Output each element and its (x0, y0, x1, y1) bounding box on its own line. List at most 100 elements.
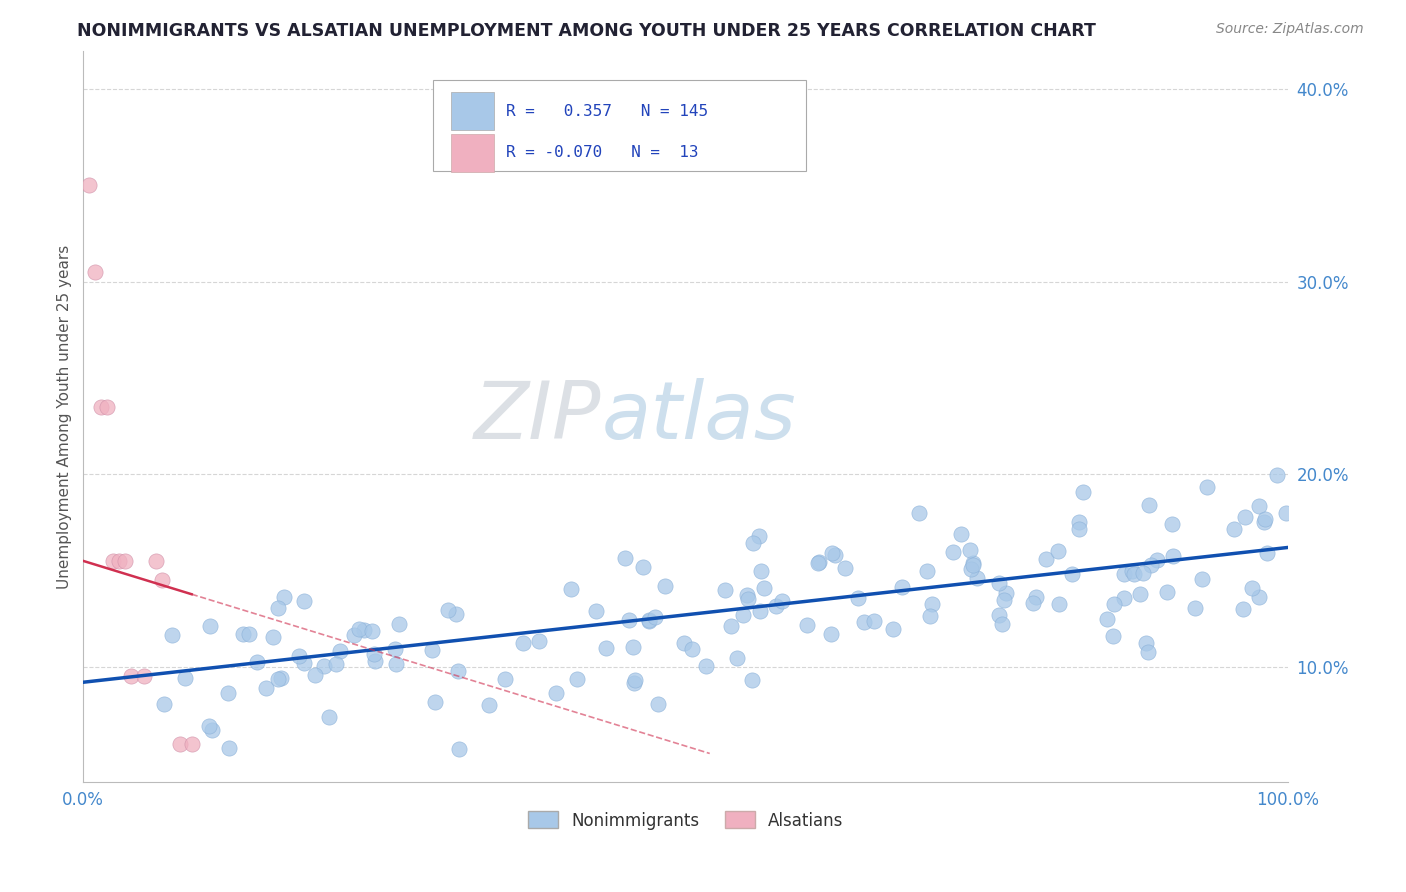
Point (742, 536, 765, 550)
Point (108, 554, 131, 568)
Point (1022, 596, 1045, 610)
Text: R = -0.070   N =  13: R = -0.070 N = 13 (506, 145, 699, 160)
Point (1102, 597, 1125, 611)
Point (752, 581, 775, 595)
Point (103, 554, 125, 568)
Point (807, 556, 830, 570)
Text: atlas: atlas (602, 377, 796, 456)
Point (1135, 636, 1157, 650)
Point (270, 671, 292, 685)
Point (966, 571, 988, 585)
Point (941, 545, 963, 559)
Point (623, 673, 645, 687)
Point (950, 526, 973, 541)
Point (444, 607, 467, 621)
Point (720, 619, 742, 633)
Point (585, 604, 607, 618)
Point (991, 616, 1014, 631)
Point (918, 609, 941, 624)
Point (173, 671, 195, 685)
Point (150, 573, 173, 587)
Point (1184, 600, 1206, 615)
Point (437, 603, 460, 617)
Point (820, 626, 842, 640)
Point (238, 627, 260, 641)
Point (1140, 558, 1163, 572)
Point (325, 657, 347, 672)
Point (292, 594, 315, 608)
Point (84, 265, 107, 279)
Point (735, 588, 758, 602)
Point (862, 614, 884, 628)
Point (921, 597, 943, 611)
Point (613, 551, 636, 566)
Point (890, 580, 912, 594)
Point (384, 657, 406, 672)
Point (217, 686, 239, 700)
Point (79, 178, 101, 193)
Point (824, 548, 846, 562)
Point (595, 641, 617, 656)
Point (114, 554, 136, 568)
Point (1191, 572, 1213, 586)
Text: R =   0.357   N = 145: R = 0.357 N = 145 (506, 103, 709, 119)
Point (353, 624, 375, 638)
Y-axis label: Unemployment Among Youth under 25 years: Unemployment Among Youth under 25 years (58, 244, 72, 589)
Point (770, 593, 793, 607)
Point (1047, 598, 1070, 612)
Point (681, 642, 703, 657)
Point (995, 586, 1018, 600)
Point (314, 659, 336, 673)
Point (1254, 511, 1277, 525)
Point (654, 579, 676, 593)
Point (90, 400, 112, 414)
Point (638, 613, 661, 627)
Point (1156, 584, 1178, 599)
Point (361, 624, 384, 638)
Point (447, 742, 470, 756)
Point (647, 697, 669, 711)
Point (201, 723, 224, 738)
Point (1025, 590, 1047, 604)
Point (1137, 498, 1160, 512)
Point (1223, 522, 1246, 536)
Point (1275, 506, 1298, 520)
Point (1067, 522, 1090, 536)
Text: Source: ZipAtlas.com: Source: ZipAtlas.com (1216, 22, 1364, 37)
Point (162, 628, 184, 642)
Point (1136, 645, 1159, 659)
Point (1256, 546, 1278, 560)
Point (1232, 602, 1254, 616)
Point (512, 635, 534, 649)
Point (623, 676, 645, 690)
Point (349, 623, 371, 637)
Text: ZIP: ZIP (474, 377, 602, 456)
Point (343, 628, 366, 642)
Point (751, 564, 773, 578)
Point (1163, 549, 1185, 563)
Point (423, 695, 446, 709)
Point (741, 673, 763, 687)
Point (145, 554, 167, 568)
Point (988, 607, 1011, 622)
Point (1114, 566, 1136, 581)
Point (796, 618, 818, 632)
FancyBboxPatch shape (433, 80, 806, 171)
Point (318, 710, 340, 724)
Point (267, 600, 290, 615)
Point (695, 658, 717, 673)
Point (725, 651, 748, 665)
Point (329, 643, 352, 657)
Point (638, 614, 661, 628)
Point (617, 613, 640, 627)
Point (494, 673, 516, 687)
Point (478, 698, 501, 713)
Point (1247, 590, 1270, 604)
Point (748, 604, 770, 618)
Point (1060, 566, 1083, 581)
Point (304, 668, 326, 682)
Point (1240, 581, 1263, 595)
Point (363, 654, 385, 668)
Point (420, 642, 443, 657)
Point (882, 623, 904, 637)
